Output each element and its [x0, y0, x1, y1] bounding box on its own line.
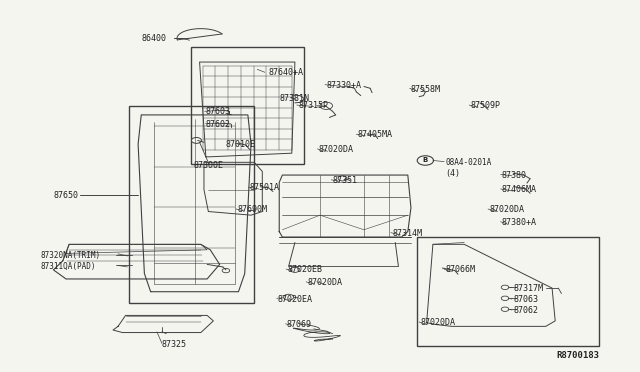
- Text: 86400: 86400: [141, 34, 166, 43]
- Text: 87640+A: 87640+A: [269, 68, 303, 77]
- Bar: [191, 48, 305, 164]
- Bar: [417, 237, 599, 346]
- Text: (4): (4): [445, 169, 460, 178]
- Text: B: B: [423, 157, 428, 163]
- Text: 87020DA: 87020DA: [490, 205, 524, 214]
- Text: 08A4-0201A: 08A4-0201A: [445, 158, 492, 167]
- Text: 87063: 87063: [513, 295, 538, 304]
- Text: 87406MA: 87406MA: [502, 185, 537, 194]
- Text: 87010E: 87010E: [226, 140, 256, 148]
- Text: 87602: 87602: [206, 119, 231, 128]
- Text: 87381N: 87381N: [279, 94, 309, 103]
- Text: 87603: 87603: [206, 107, 231, 116]
- Text: R8700183: R8700183: [556, 351, 599, 360]
- Text: 87311QA(PAD): 87311QA(PAD): [41, 262, 97, 271]
- Bar: [129, 106, 254, 303]
- Text: 87325: 87325: [162, 340, 187, 349]
- Text: 87020DA: 87020DA: [307, 278, 342, 287]
- Text: 87020EA: 87020EA: [278, 295, 313, 304]
- Text: 87020DA: 87020DA: [319, 145, 354, 154]
- Text: 87501A: 87501A: [250, 183, 280, 192]
- Text: 87320NA(TRIM): 87320NA(TRIM): [41, 251, 101, 260]
- Text: 87315P: 87315P: [298, 101, 328, 110]
- Text: 87380: 87380: [502, 171, 527, 180]
- Text: 87020EB: 87020EB: [287, 265, 323, 274]
- Text: 87062: 87062: [513, 306, 538, 315]
- Text: 87069: 87069: [287, 320, 312, 329]
- Circle shape: [191, 138, 202, 143]
- Text: 87300E: 87300E: [193, 161, 223, 170]
- Text: 87351: 87351: [333, 176, 358, 185]
- Text: 87558M: 87558M: [411, 85, 441, 94]
- Text: 87380+A: 87380+A: [502, 218, 537, 227]
- Text: 87020DA: 87020DA: [420, 318, 455, 327]
- Text: 87690M: 87690M: [237, 205, 268, 214]
- Text: 87314M: 87314M: [392, 229, 422, 238]
- Text: 87405MA: 87405MA: [358, 131, 392, 140]
- Text: 87317M: 87317M: [513, 284, 543, 293]
- Text: 87066M: 87066M: [445, 265, 476, 274]
- Text: 87330+A: 87330+A: [326, 81, 361, 90]
- Text: 87509P: 87509P: [470, 101, 500, 110]
- Text: 87650: 87650: [54, 190, 79, 200]
